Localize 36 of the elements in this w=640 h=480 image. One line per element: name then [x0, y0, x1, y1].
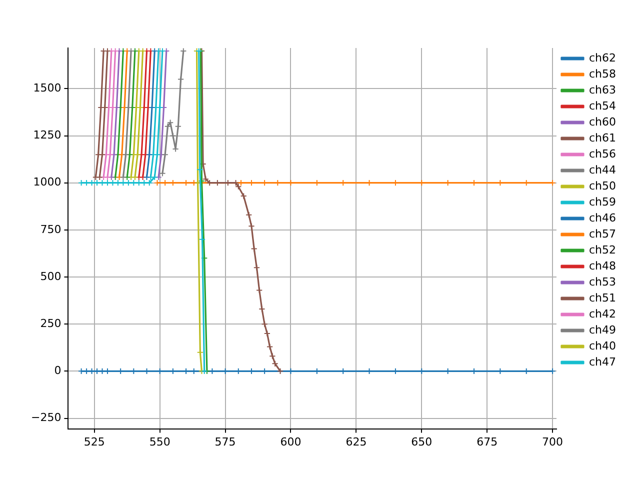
legend-label: ch49 — [588, 323, 616, 336]
legend-label: ch59 — [588, 195, 616, 208]
y-tick-label: 250 — [40, 316, 62, 330]
legend-label: ch58 — [588, 67, 616, 80]
x-tick-label: 675 — [476, 435, 498, 448]
x-tick-label: 575 — [214, 435, 236, 448]
x-tick-label: 650 — [411, 435, 432, 448]
x-tick-label: 700 — [542, 435, 564, 448]
legend-label: ch56 — [588, 147, 616, 160]
legend-label: ch54 — [588, 99, 616, 112]
legend-label: ch48 — [588, 259, 616, 272]
legend-label: ch61 — [588, 131, 616, 144]
y-tick-label: 750 — [40, 222, 62, 236]
legend-label: ch60 — [588, 115, 616, 128]
x-tick-label: 550 — [149, 435, 170, 448]
y-tick-label: 1000 — [33, 176, 62, 189]
x-tick-label: 625 — [346, 435, 367, 448]
legend-label: ch62 — [588, 51, 616, 64]
legend-label: ch47 — [588, 355, 616, 368]
legend-label: ch42 — [588, 307, 616, 320]
legend-label: ch50 — [588, 179, 616, 192]
y-tick-label: 1250 — [33, 128, 62, 142]
legend-label: ch40 — [588, 339, 616, 352]
y-tick-label: 500 — [40, 270, 62, 283]
legend-label: ch57 — [588, 227, 616, 240]
legend-label: ch51 — [588, 291, 616, 304]
legend-label: ch46 — [588, 211, 616, 224]
y-tick-label: 0 — [54, 364, 62, 378]
legend-label: ch44 — [588, 163, 616, 176]
x-tick-label: 525 — [84, 435, 105, 448]
legend-label: ch52 — [588, 243, 616, 256]
x-tick-label: 600 — [280, 435, 302, 448]
legend-label: ch63 — [588, 83, 616, 96]
y-tick-label: −250 — [30, 411, 62, 424]
y-tick-label: 1500 — [33, 82, 62, 95]
legend-label: ch53 — [588, 275, 616, 288]
